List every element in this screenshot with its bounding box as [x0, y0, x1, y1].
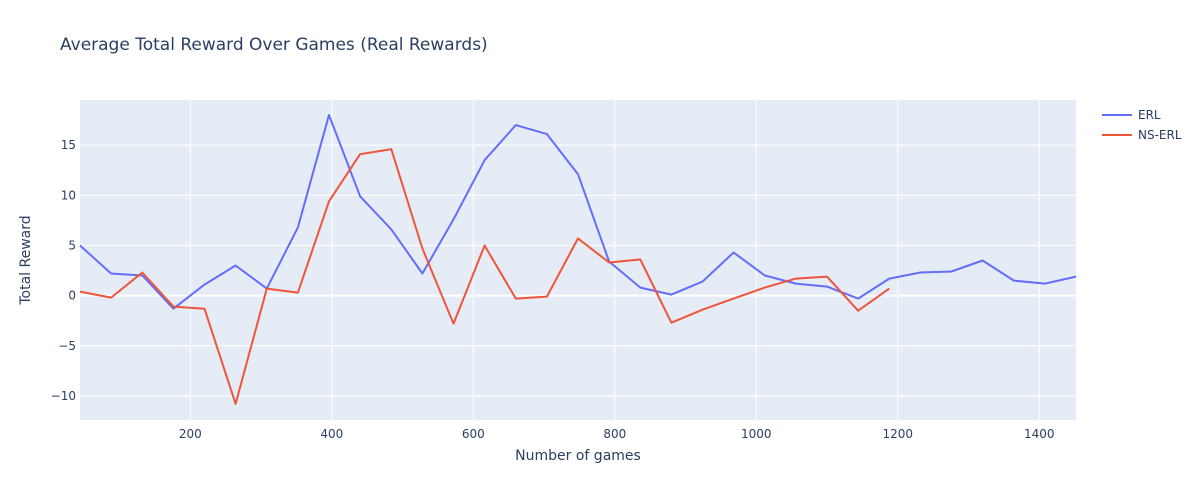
series-line-ns-erl [79, 148, 890, 405]
x-tick-label: 1200 [882, 427, 913, 441]
x-tick-label: 400 [320, 427, 343, 441]
y-tick-label: 15 [61, 138, 76, 152]
y-tick-label: 0 [68, 289, 76, 303]
series-line-erl [79, 114, 1077, 310]
plot-area [80, 100, 1076, 420]
y-tick-label: −10 [51, 389, 76, 403]
x-tick-label: 1000 [741, 427, 772, 441]
y-tick-label: 10 [61, 188, 76, 202]
x-tick-label: 1400 [1024, 427, 1055, 441]
legend-label: NS-ERL [1138, 128, 1182, 142]
grid [80, 100, 1076, 420]
series-layer [79, 114, 1077, 405]
y-tick-label: 5 [68, 238, 76, 252]
y-axis-title: Total Reward [18, 215, 34, 305]
legend: ERL NS-ERL [1102, 108, 1182, 142]
chart-title: Average Total Reward Over Games (Real Re… [60, 35, 488, 55]
legend-label: ERL [1138, 108, 1161, 122]
tick-labels: 200 400 600 800 1000 1200 1400 −10 −5 0 5 10 15 [51, 138, 1055, 441]
x-tick-label: 200 [179, 427, 202, 441]
y-tick-label: −5 [58, 339, 76, 353]
x-tick-label: 800 [603, 427, 626, 441]
x-axis-title: Number of games [515, 448, 641, 464]
x-tick-label: 600 [462, 427, 485, 441]
